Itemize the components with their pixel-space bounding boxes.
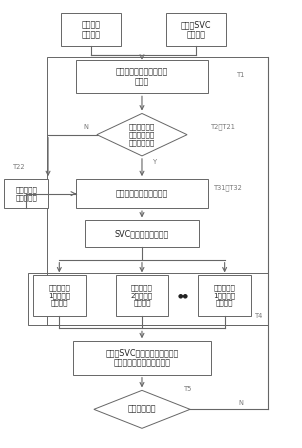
Polygon shape xyxy=(94,390,190,428)
Text: 各并列SVC
工作状态: 各并列SVC 工作状态 xyxy=(181,20,211,39)
Text: 触发器电路
1（晶闸管
导通角）: 触发器电路 1（晶闸管 导通角） xyxy=(214,284,236,306)
FancyBboxPatch shape xyxy=(76,60,208,93)
Text: 满足电网要求: 满足电网要求 xyxy=(128,405,156,414)
FancyBboxPatch shape xyxy=(85,220,199,247)
Text: N: N xyxy=(83,124,88,129)
Text: 各并列SVC协调配合出力（抑制
谐波、补无功、稳定电压）: 各并列SVC协调配合出力（抑制 谐波、补无功、稳定电压） xyxy=(105,348,178,368)
Text: 当前电网
需求状况: 当前电网 需求状况 xyxy=(81,20,100,39)
FancyBboxPatch shape xyxy=(116,276,168,315)
Text: T1: T1 xyxy=(237,72,245,78)
Text: N: N xyxy=(238,400,243,405)
FancyBboxPatch shape xyxy=(5,179,48,208)
FancyBboxPatch shape xyxy=(166,13,226,47)
Polygon shape xyxy=(97,113,187,156)
Text: 电压调差系
数整定单元: 电压调差系 数整定单元 xyxy=(15,186,37,201)
Text: 系统采集当前状况信息进
行分析: 系统采集当前状况信息进 行分析 xyxy=(116,67,168,86)
Text: T31、T32: T31、T32 xyxy=(214,184,243,191)
FancyBboxPatch shape xyxy=(198,276,251,315)
Text: 制定合理的无功分配方案: 制定合理的无功分配方案 xyxy=(116,189,168,198)
FancyBboxPatch shape xyxy=(76,179,208,208)
Text: T22: T22 xyxy=(13,164,25,170)
FancyBboxPatch shape xyxy=(61,13,121,47)
Text: T2、T21: T2、T21 xyxy=(211,123,236,130)
Text: SVC控制装置下发指令: SVC控制装置下发指令 xyxy=(115,229,169,238)
Text: 协调控制系统
单元（正常工
作、无故障）: 协调控制系统 单元（正常工 作、无故障） xyxy=(129,124,155,146)
Text: ●●: ●● xyxy=(178,293,189,298)
Text: T4: T4 xyxy=(255,313,263,319)
Text: Y: Y xyxy=(153,159,157,165)
Text: 触发器电路
2（晶闸管
导通角）: 触发器电路 2（晶闸管 导通角） xyxy=(131,284,153,306)
Text: 触发器电路
1（晶闸管
导通角）: 触发器电路 1（晶闸管 导通角） xyxy=(48,284,70,306)
FancyBboxPatch shape xyxy=(73,341,211,375)
Text: T5: T5 xyxy=(184,386,192,392)
FancyBboxPatch shape xyxy=(33,276,86,315)
